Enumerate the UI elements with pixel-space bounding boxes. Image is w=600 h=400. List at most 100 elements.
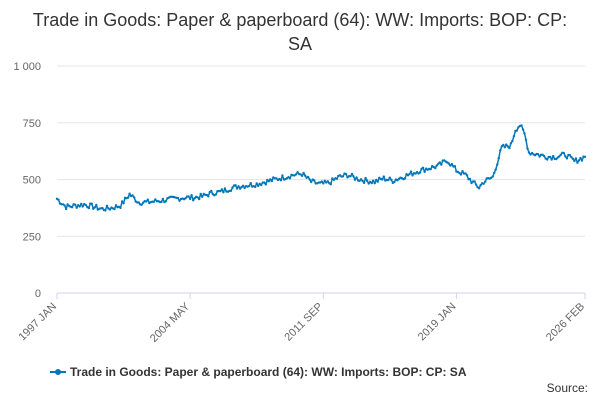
data-point[interactable]: [543, 154, 546, 158]
data-point[interactable]: [335, 177, 339, 180]
data-point[interactable]: [473, 180, 476, 183]
data-point[interactable]: [270, 179, 273, 183]
data-point[interactable]: [423, 170, 426, 174]
data-point[interactable]: [358, 179, 361, 182]
data-point[interactable]: [178, 199, 181, 202]
data-point[interactable]: [562, 151, 565, 155]
data-point[interactable]: [538, 155, 541, 158]
data-point[interactable]: [541, 153, 544, 156]
data-point[interactable]: [188, 197, 192, 201]
data-point[interactable]: [574, 157, 578, 160]
data-point[interactable]: [365, 179, 369, 182]
data-point[interactable]: [113, 207, 116, 211]
data-point[interactable]: [573, 159, 576, 163]
data-point[interactable]: [418, 171, 422, 174]
data-point[interactable]: [120, 200, 124, 203]
data-point[interactable]: [512, 135, 516, 138]
data-point[interactable]: [119, 206, 122, 210]
data-point[interactable]: [536, 153, 540, 156]
data-point[interactable]: [137, 201, 140, 204]
data-point[interactable]: [238, 187, 242, 190]
data-point[interactable]: [511, 139, 514, 143]
data-point[interactable]: [281, 174, 284, 177]
data-point[interactable]: [294, 173, 298, 176]
data-point[interactable]: [503, 146, 506, 149]
data-point[interactable]: [104, 209, 107, 212]
data-point[interactable]: [352, 175, 355, 178]
data-point[interactable]: [382, 175, 385, 178]
data-point[interactable]: [484, 180, 487, 183]
data-point[interactable]: [367, 182, 370, 185]
data-point[interactable]: [260, 183, 263, 187]
data-point[interactable]: [323, 179, 326, 182]
data-point[interactable]: [192, 199, 195, 202]
data-point[interactable]: [370, 181, 373, 185]
data-point[interactable]: [520, 124, 523, 127]
data-point[interactable]: [552, 154, 555, 158]
data-point[interactable]: [464, 172, 467, 175]
data-point[interactable]: [142, 201, 145, 204]
data-point[interactable]: [247, 184, 251, 188]
data-point[interactable]: [491, 175, 494, 178]
legend[interactable]: Trade in Goods: Paper & paperboard (64):…: [50, 365, 466, 379]
data-point[interactable]: [320, 180, 323, 183]
data-point[interactable]: [196, 196, 199, 199]
data-point[interactable]: [461, 170, 464, 173]
data-point[interactable]: [465, 174, 469, 177]
data-point[interactable]: [160, 200, 163, 204]
data-point[interactable]: [450, 162, 454, 166]
data-point[interactable]: [524, 138, 528, 142]
data-point[interactable]: [447, 162, 450, 165]
data-point[interactable]: [474, 183, 478, 186]
data-point[interactable]: [349, 175, 352, 178]
data-point[interactable]: [373, 182, 376, 185]
data-point[interactable]: [505, 143, 508, 146]
data-point[interactable]: [64, 207, 68, 211]
data-point[interactable]: [577, 159, 581, 162]
data-point[interactable]: [403, 177, 407, 180]
data-point[interactable]: [411, 174, 414, 177]
data-point[interactable]: [306, 175, 310, 179]
data-point[interactable]: [66, 203, 69, 206]
data-point[interactable]: [257, 184, 260, 188]
data-point[interactable]: [302, 171, 305, 175]
data-point[interactable]: [571, 157, 575, 160]
data-point[interactable]: [322, 182, 325, 185]
data-point[interactable]: [90, 202, 94, 205]
data-point[interactable]: [459, 173, 463, 176]
data-point[interactable]: [396, 179, 399, 182]
data-point[interactable]: [579, 156, 582, 160]
data-point[interactable]: [249, 182, 252, 185]
data-point[interactable]: [550, 158, 553, 161]
data-point[interactable]: [523, 132, 526, 135]
data-point[interactable]: [87, 206, 91, 210]
data-point[interactable]: [114, 204, 118, 207]
data-point[interactable]: [499, 149, 502, 152]
data-point[interactable]: [279, 179, 283, 182]
data-point[interactable]: [558, 155, 561, 158]
data-point[interactable]: [361, 179, 364, 183]
data-point[interactable]: [527, 151, 531, 154]
data-point[interactable]: [234, 184, 237, 187]
data-point[interactable]: [355, 176, 358, 179]
data-point[interactable]: [161, 197, 165, 201]
data-point[interactable]: [264, 183, 267, 186]
data-point[interactable]: [565, 157, 569, 160]
data-point[interactable]: [344, 172, 348, 176]
data-point[interactable]: [145, 200, 148, 203]
data-point[interactable]: [313, 179, 316, 182]
data-point[interactable]: [453, 165, 457, 168]
data-point[interactable]: [296, 171, 299, 174]
data-point[interactable]: [434, 166, 437, 170]
data-point[interactable]: [57, 198, 60, 201]
data-point[interactable]: [308, 178, 311, 181]
data-point[interactable]: [440, 163, 443, 166]
data-point[interactable]: [388, 176, 391, 179]
data-point[interactable]: [438, 161, 441, 164]
data-point[interactable]: [214, 193, 218, 196]
data-point[interactable]: [435, 164, 438, 167]
data-point[interactable]: [570, 156, 573, 159]
data-point[interactable]: [494, 168, 497, 171]
data-point[interactable]: [526, 147, 529, 150]
data-point[interactable]: [199, 192, 202, 196]
